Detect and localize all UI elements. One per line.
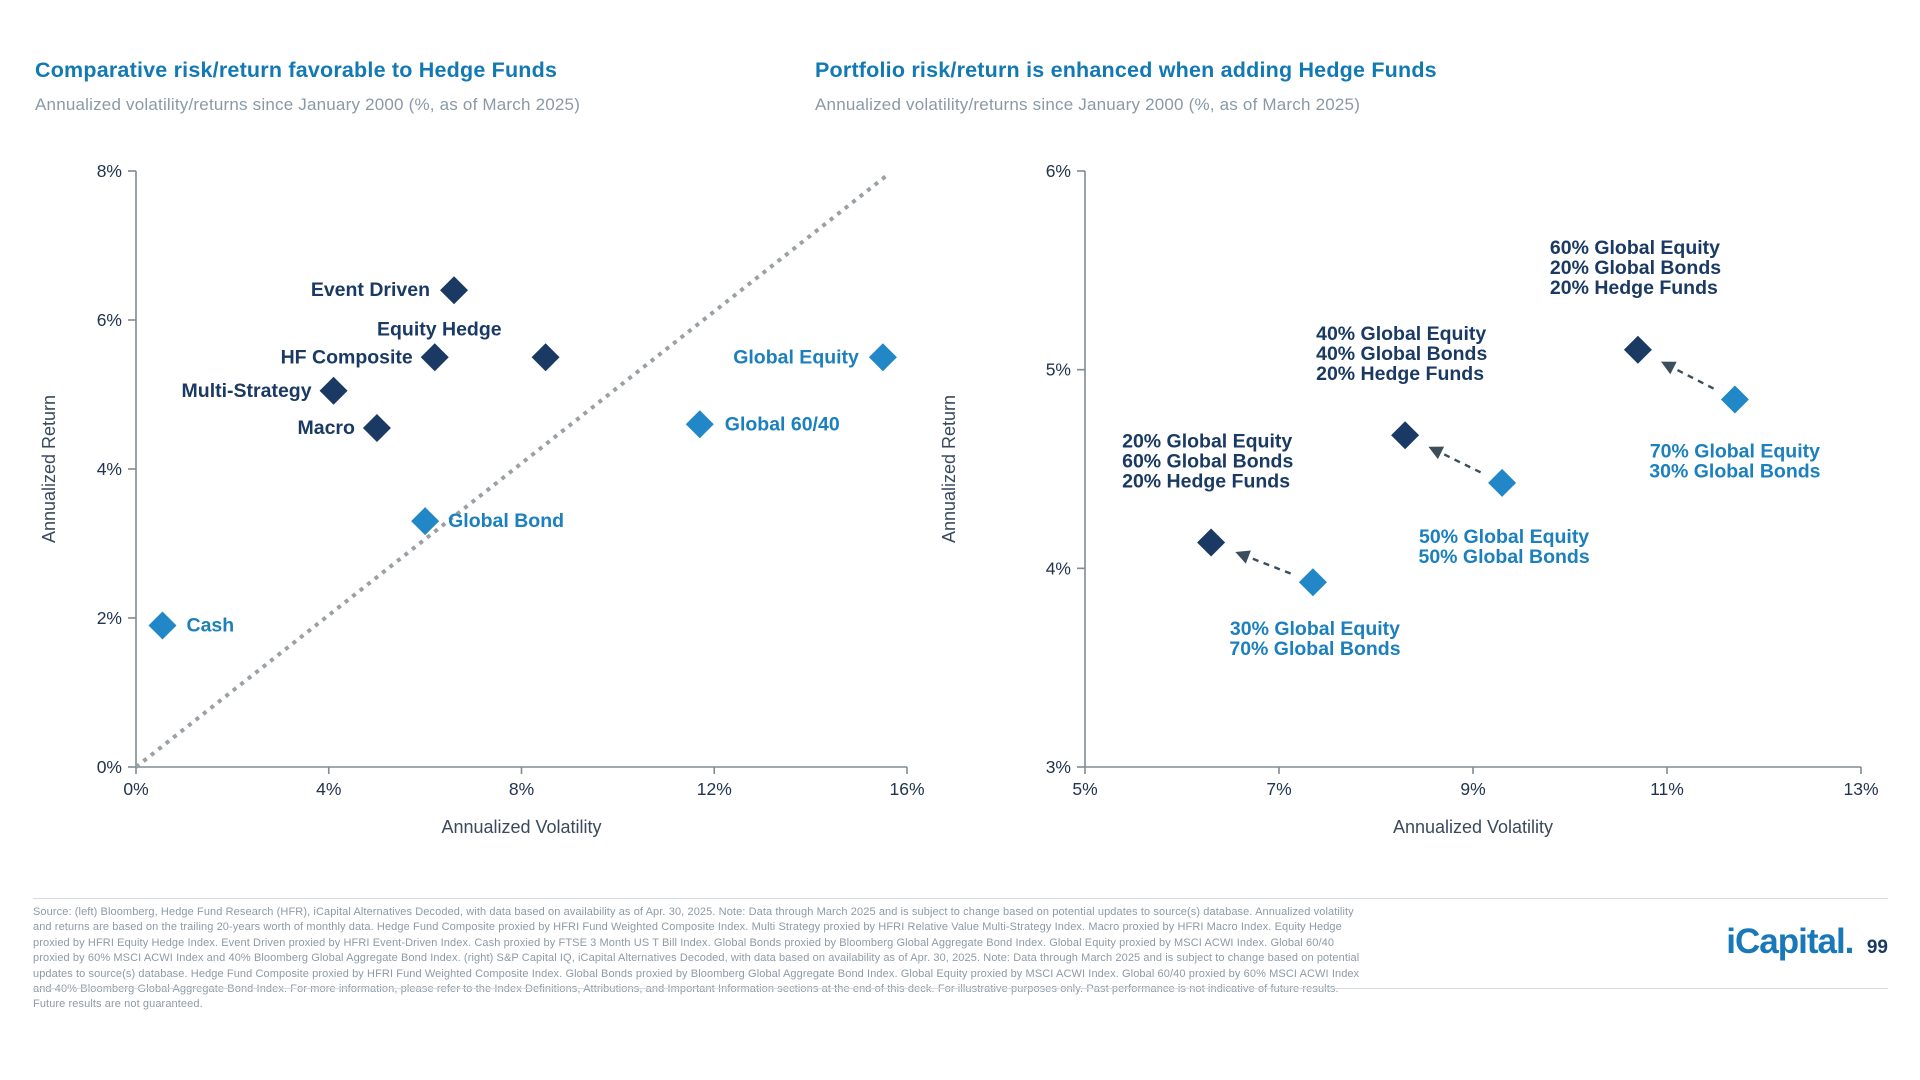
x-tick-label: 5%: [1072, 779, 1097, 799]
x-tick-label: 16%: [889, 779, 924, 799]
data-point-label: 40% Global Equity: [1316, 323, 1486, 345]
improvement-arrow-shaft: [1442, 452, 1482, 474]
data-point-diamond: [685, 410, 714, 439]
left-chart-title: Comparative risk/return favorable to Hed…: [35, 58, 558, 82]
data-point-label: Global Bond: [448, 510, 564, 532]
improvement-arrow-head: [1661, 361, 1677, 375]
footer-line: HFRI Event-Driven Index. Cash proxied by…: [33, 936, 1335, 965]
data-point-label: 20% Hedge Funds: [1316, 363, 1484, 385]
data-point-diamond: [1391, 421, 1420, 450]
icapital-logo-period: .: [1844, 922, 1855, 961]
data-point-label: 60% Global Bonds: [1122, 451, 1293, 473]
footer-line: Capital IQ, iCapital Alternatives Decode…: [33, 952, 1360, 980]
data-point-label: 30% Global Equity: [1230, 618, 1400, 640]
footer-line: by Bloomberg Global Aggregate Bond Index…: [33, 967, 1360, 996]
y-tick-label: 4%: [1046, 558, 1071, 578]
data-point-label: 20% Global Equity: [1122, 431, 1292, 453]
data-point-diamond: [1298, 568, 1327, 597]
data-point-label: 20% Hedge Funds: [1550, 277, 1718, 299]
y-tick-label: 0%: [97, 757, 122, 777]
footer-divider-top: [33, 898, 1888, 899]
footer-line: Source: (left) Bloomberg, Hedge Fund Res…: [33, 906, 1354, 934]
data-point-label: Equity Hedge: [377, 318, 502, 340]
left-chart-header: Comparative risk/return favorable to Hed…: [35, 58, 795, 115]
data-point-label: Multi-Strategy: [182, 380, 312, 402]
right-chart-header: Portfolio risk/return is enhanced when a…: [815, 58, 1575, 115]
data-point-label: Event Driven: [311, 279, 430, 301]
data-point-label: 70% Global Bonds: [1229, 638, 1400, 660]
icapital-logo: iCapital. 99: [1726, 922, 1888, 962]
y-tick-label: 6%: [1046, 161, 1071, 181]
data-point-label: Macro: [298, 417, 356, 439]
y-axis-title: Annualized Return: [939, 395, 959, 543]
x-tick-label: 11%: [1650, 779, 1684, 799]
y-tick-label: 4%: [97, 459, 122, 479]
right-scatter-chart: 5% 7% 9% 11% 13% 3% 4% 5% 6% Annualized Volatilit…: [939, 161, 1879, 837]
data-point-label: 50% Global Equity: [1419, 526, 1589, 548]
data-point-diamond: [1720, 385, 1749, 414]
x-axis-title: Annualized Volatility: [1393, 817, 1553, 837]
data-point-label: 20% Global Bonds: [1550, 257, 1721, 279]
right-chart-subtitle: Annualized volatility/returns since Janu…: [815, 95, 1361, 114]
footer-divider-bottom: [33, 988, 1888, 989]
right-chart-title: Portfolio risk/return is enhanced when a…: [815, 58, 1437, 82]
data-point-label: 40% Global Bonds: [1316, 343, 1487, 365]
left-chart-subtitle: Annualized volatility/returns since Janu…: [35, 95, 581, 114]
data-point-diamond: [319, 376, 348, 405]
x-tick-label: 9%: [1460, 779, 1485, 799]
x-tick-label: 4%: [316, 779, 341, 799]
y-tick-label: 8%: [97, 161, 122, 181]
y-tick-label: 2%: [97, 608, 122, 628]
data-point-diamond: [1197, 528, 1226, 557]
data-point-label: Global Equity: [733, 346, 859, 368]
x-tick-label: 7%: [1266, 779, 1291, 799]
data-point-label: HF Composite: [281, 346, 413, 368]
data-point-label: 20% Hedge Funds: [1122, 471, 1290, 493]
data-point-diamond: [1488, 468, 1517, 497]
y-tick-label: 5%: [1046, 360, 1071, 380]
footer-source-text: Source: (left) Bloomberg, Hedge Fund Res…: [33, 905, 1368, 1013]
data-point-label: Cash: [187, 614, 235, 636]
left-scatter-chart: 0% 4% 8% 12% 16% 0% 2% 4% 6% 8% Annualized Volatil…: [39, 161, 925, 837]
diagonal-reference-line: [134, 173, 889, 769]
x-tick-label: 13%: [1843, 779, 1878, 799]
data-point-label: 30% Global Bonds: [1649, 460, 1820, 482]
data-point-diamond: [1623, 335, 1652, 364]
data-point-label: Global 60/40: [725, 413, 840, 435]
x-tick-label: 0%: [123, 779, 148, 799]
data-point-label: 70% Global Equity: [1650, 440, 1820, 462]
x-tick-label: 12%: [697, 779, 732, 799]
improvement-arrow-head: [1428, 446, 1445, 460]
y-tick-label: 3%: [1046, 757, 1071, 777]
data-point-diamond: [362, 414, 391, 443]
improvement-arrow-shaft: [1249, 556, 1292, 575]
data-point-label: 60% Global Equity: [1550, 237, 1720, 259]
page-number: 99: [1866, 937, 1888, 958]
improvement-arrow-shaft: [1674, 367, 1715, 390]
data-point-diamond: [420, 343, 449, 372]
x-tick-label: 8%: [509, 779, 534, 799]
y-axis-title: Annualized Return: [39, 395, 59, 543]
y-tick-label: 6%: [97, 310, 122, 330]
data-point-diamond: [440, 276, 469, 305]
data-point-diamond: [411, 507, 440, 536]
data-point-label: 50% Global Bonds: [1418, 546, 1589, 568]
x-axis-title: Annualized Volatility: [441, 817, 601, 837]
data-point-diamond: [148, 611, 177, 640]
icapital-logo-text: iCapital: [1726, 922, 1845, 961]
footer-line: at the end of this deck. For illustrativ…: [33, 983, 1339, 1011]
footer-line: trailing 20-years worth of monthly data.…: [33, 921, 1342, 949]
improvement-arrow-head: [1235, 550, 1251, 564]
data-point-diamond: [868, 343, 897, 372]
data-point-diamond: [531, 343, 560, 372]
